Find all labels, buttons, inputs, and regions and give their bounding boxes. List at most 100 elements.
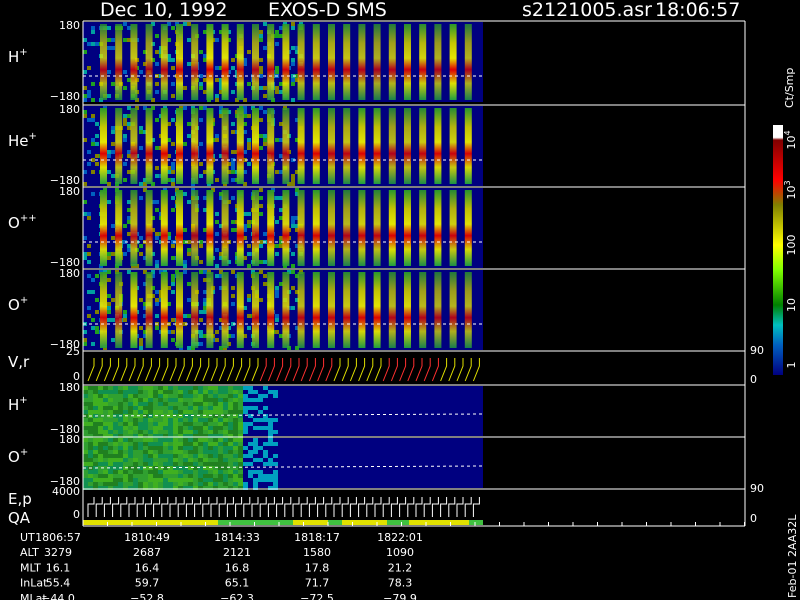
- spectrogram-cell: [143, 314, 147, 318]
- spectrogram-cell: [155, 174, 159, 178]
- spectrogram-cell: [113, 458, 118, 462]
- sawtooth: [112, 497, 120, 517]
- label-base: O: [8, 296, 20, 314]
- spectrogram-cell: [107, 256, 111, 260]
- spectrogram-cell: [163, 466, 168, 470]
- spectrogram-cell: [238, 446, 243, 450]
- spectrogram-cell: [247, 294, 251, 298]
- spectrogram-cell: [215, 274, 219, 278]
- spectrogram-cell: [187, 282, 191, 286]
- spectrogram-cell: [183, 462, 188, 466]
- spectrogram-cell: [223, 430, 228, 434]
- spectrogram-cell: [98, 394, 103, 398]
- spectrogram-cell: [103, 398, 108, 402]
- spectrogram-cell: [223, 462, 228, 466]
- spin-stripe: [343, 24, 351, 100]
- sawtooth: [415, 497, 423, 517]
- spectrogram-cell: [91, 342, 95, 346]
- spectrogram-cell: [187, 346, 191, 350]
- spectrogram-cell: [198, 442, 203, 446]
- spectrogram-cell: [223, 398, 228, 402]
- spectrogram-cell: [248, 398, 253, 402]
- spectrogram-cell: [219, 82, 223, 86]
- spectrogram-cell: [168, 474, 173, 478]
- spectrogram-cell: [123, 178, 127, 182]
- spectrogram-cell: [291, 286, 295, 290]
- spectrogram-cell: [153, 438, 158, 442]
- spectrogram-cell: [171, 118, 175, 122]
- spectrogram-cell: [153, 470, 158, 474]
- spectrogram-cell: [263, 94, 267, 98]
- spectrogram-cell: [227, 110, 231, 114]
- spectrogram-cell: [228, 434, 233, 438]
- spectrogram-cell: [203, 454, 208, 458]
- spectrogram-cell: [138, 422, 143, 426]
- spectrogram-cell: [98, 486, 103, 490]
- sawtooth: [358, 497, 366, 517]
- spectrogram-cell: [263, 442, 268, 446]
- spectrogram-cell: [203, 90, 207, 94]
- spectrogram-cell: [259, 118, 263, 122]
- spectrogram-cell: [163, 414, 168, 418]
- spectrogram-cell: [128, 466, 133, 470]
- spectrogram-cell: [279, 138, 283, 142]
- spin-stripe: [282, 272, 290, 348]
- spectrogram-cell: [228, 430, 233, 434]
- spectrogram-cell: [148, 430, 153, 434]
- spectrogram-cell: [213, 482, 218, 486]
- spectrogram-cell: [128, 462, 133, 466]
- spectrogram-cell: [258, 446, 263, 450]
- spectrogram-cell: [188, 466, 193, 470]
- sawtooth: [284, 358, 292, 382]
- spectrogram-cell: [227, 170, 231, 174]
- spin-stripe: [191, 24, 199, 100]
- sawtooth: [292, 358, 300, 382]
- spectrogram-cell: [163, 406, 168, 410]
- spectrogram-cell: [118, 438, 123, 442]
- spectrogram-cell: [95, 326, 99, 330]
- spectrogram-cell: [193, 434, 198, 438]
- sawtooth: [341, 497, 349, 517]
- spectrogram-cell: [291, 220, 295, 224]
- spectrogram-cell: [158, 422, 163, 426]
- spectrogram-cell: [155, 314, 159, 318]
- spectrogram-cell: [167, 54, 171, 58]
- spectrogram-cell: [155, 232, 159, 236]
- spectrogram-cell: [127, 200, 131, 204]
- spectrogram-cell: [213, 434, 218, 438]
- spectrogram-cell: [218, 482, 223, 486]
- spectrogram-cell: [193, 458, 198, 462]
- spectrogram-cell: [95, 154, 99, 158]
- spin-stripe: [297, 108, 305, 184]
- spectrogram-cell: [148, 442, 153, 446]
- spin-stripe: [358, 272, 366, 348]
- spectrogram-cell: [199, 334, 203, 338]
- sawtooth: [87, 358, 95, 382]
- spectrogram-cell: [143, 334, 147, 338]
- tick-sup: 4: [783, 130, 792, 135]
- spectrogram-cell: [178, 430, 183, 434]
- spectrogram-cell: [138, 454, 143, 458]
- spectrogram-cell: [143, 446, 148, 450]
- spectrogram-cell: [98, 470, 103, 474]
- spectrogram-cell: [111, 298, 115, 302]
- spectrogram-cell: [203, 406, 208, 410]
- spectrogram-cell: [253, 478, 258, 482]
- spectrogram-cell: [219, 286, 223, 290]
- cell: 65.1: [225, 577, 250, 590]
- spectrogram-cell: [158, 426, 163, 430]
- dashed-line: [82, 413, 484, 417]
- spectrogram-cell: [253, 470, 258, 474]
- spectrogram-cell: [111, 150, 115, 154]
- spectrogram-cell: [268, 390, 273, 394]
- spectrogram-cell: [163, 478, 168, 482]
- spectrogram-cell: [139, 196, 143, 200]
- sawtooth: [267, 497, 275, 517]
- spectrogram-cell: [238, 458, 243, 462]
- spectrogram-cell: [295, 274, 299, 278]
- spectrogram-cell: [231, 334, 235, 338]
- spectrogram-cell: [133, 434, 138, 438]
- spectrogram-cell: [295, 78, 299, 82]
- spin-stripe: [252, 108, 259, 184]
- spectrogram-cell: [248, 454, 253, 458]
